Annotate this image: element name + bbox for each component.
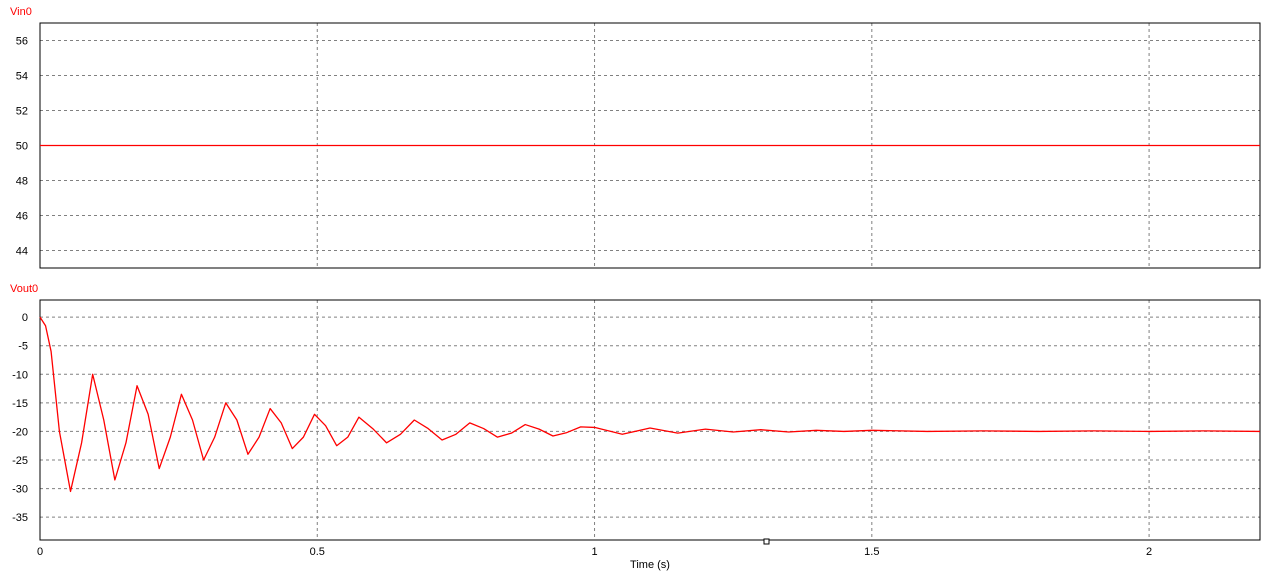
vout0-y-tick-label: -10 [12,369,28,381]
vin0-y-tick-label: 50 [16,141,28,153]
vout0-y-tick-labels: -35 -30 -25 -20 -15 -10 -5 0 [12,312,28,524]
vin0-y-tick-label: 56 [16,36,28,48]
vin0-y-tick-label: 52 [16,106,28,118]
vin0-y-tick-label: 46 [16,211,28,223]
vin0-y-tick-labels: 44 46 48 50 52 54 56 [16,36,28,258]
vout0-y-tick-label: -25 [12,455,28,467]
vout0-series-group [39,316,1261,493]
vout0-grid [40,300,1260,540]
vout0-y-tick-label: 0 [22,312,28,324]
x-tick-label: 1 [591,546,597,558]
vout0-y-tick-label: -30 [12,484,28,496]
vin0-y-tick-label: 54 [16,71,28,83]
cursor-marker[interactable] [763,538,770,545]
vout0-y-tick-label: -15 [12,398,28,410]
vout0-title: Vout0 [10,283,38,295]
vin0-title: Vin0 [10,6,32,18]
x-tick-label: 0.5 [310,546,325,558]
series-vout0 [39,316,1261,493]
x-tick-labels: 0 0.5 1 1.5 2 [37,546,1152,558]
x-tick-label: 1.5 [864,546,879,558]
vin0-y-tick-label: 48 [16,176,28,188]
vout0-frame [39,299,1261,541]
vout0-y-tick-label: -20 [12,426,28,438]
x-tick-label: 2 [1146,546,1152,558]
x-tick-label: 0 [37,546,43,558]
x-axis-label: Time (s) [630,559,670,571]
vout0-y-tick-label: -35 [12,512,28,524]
vin0-y-tick-label: 44 [16,246,28,258]
vout0-y-tick-label: -5 [18,341,28,353]
